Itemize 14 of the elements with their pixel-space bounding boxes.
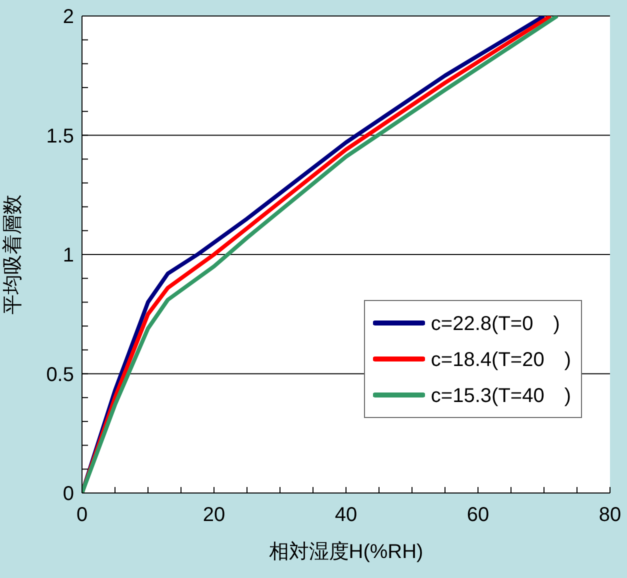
y-tick-label: 1.5 xyxy=(46,125,74,148)
legend-label: c=18.4(T=20 ) xyxy=(430,348,571,372)
y-tick-label: 2 xyxy=(62,6,74,28)
y-tick-label: 0.5 xyxy=(46,364,74,386)
y-axis-title: 平均吸着層数 xyxy=(1,194,24,314)
x-tick-label: 80 xyxy=(598,504,622,526)
x-axis-title: 相対湿度H(%RH) xyxy=(268,541,424,563)
x-tick-label: 40 xyxy=(334,504,358,526)
legend-label: c=22.8(T=0 ) xyxy=(430,312,560,336)
y-tick-label: 0 xyxy=(62,483,74,506)
x-tick-label: 60 xyxy=(466,504,490,526)
x-tick-label: 20 xyxy=(202,504,226,526)
y-tick-label: 1 xyxy=(62,244,74,267)
legend-label: c=15.3(T=40 ) xyxy=(430,384,571,408)
